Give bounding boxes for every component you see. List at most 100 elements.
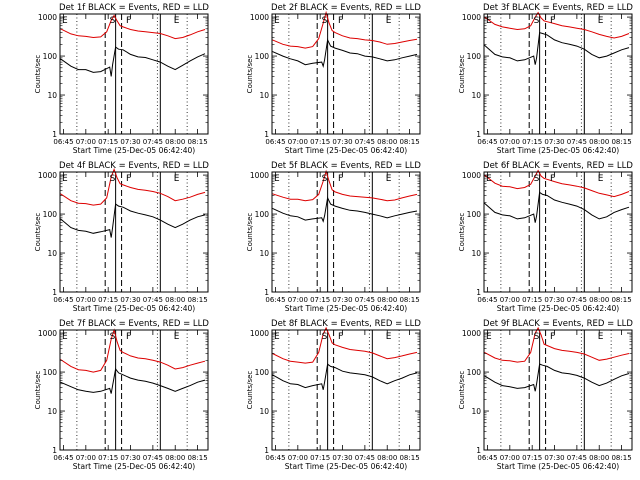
panel-det-9f: Det 9f BLACK = Events, RED = LLD 1 10 100 10… (458, 319, 633, 471)
panel-det-5f: Det 5f BLACK = Events, RED = LLD 1 10 100 10… (246, 161, 421, 313)
y-axis-label: Counts/sec (458, 371, 466, 410)
x-tick-label: 08:15 (611, 296, 631, 304)
marker-f: F (126, 16, 131, 26)
x-tick-label: 06:45 (53, 454, 73, 462)
plot-frame (271, 171, 421, 293)
plot-frame (483, 171, 633, 293)
x-tick-label: 08:00 (377, 296, 397, 304)
panel-det-3f: Det 3f BLACK = Events, RED = LLD 1 10 100 10… (458, 3, 633, 155)
x-axis-label: Start Time (25-Dec-05 06:42:40) (497, 462, 619, 471)
x-tick-label: 07:00 (288, 138, 308, 146)
x-tick-label: 06:45 (477, 296, 497, 304)
x-tick-label: 07:00 (500, 454, 520, 462)
y-tick-label: 100 (255, 52, 270, 61)
y-tick-label: 10 (471, 407, 481, 416)
x-tick-label: 07:45 (567, 296, 587, 304)
y-axis-label: Counts/sec (34, 371, 42, 410)
y-tick-label: 1 (264, 130, 269, 139)
marker-f: F (126, 174, 131, 184)
y-tick-label: 10 (259, 249, 269, 258)
marker-s: S (534, 16, 540, 26)
panel-title: Det 3f BLACK = Events, RED = LLD (483, 3, 633, 13)
marker-f: F (550, 16, 555, 26)
x-tick-label: 07:45 (567, 454, 587, 462)
x-tick-label: 08:00 (377, 454, 397, 462)
y-tick-label: 10 (47, 249, 57, 258)
x-tick-label: 07:45 (143, 296, 163, 304)
y-tick-label: 1000 (250, 171, 269, 180)
y-axis-label: Counts/sec (34, 55, 42, 94)
y-tick-label: 10 (471, 91, 481, 100)
marker-e: E (486, 332, 492, 342)
x-tick-label: 07:45 (355, 138, 375, 146)
x-axis-label: Start Time (25-Dec-05 06:42:40) (73, 462, 195, 471)
x-tick-label: 08:15 (611, 138, 631, 146)
events-series-line (60, 46, 206, 77)
y-tick-label: 1 (264, 446, 269, 455)
x-tick-label: 08:15 (399, 138, 419, 146)
marker-e: E (174, 174, 180, 184)
x-tick-label: 07:30 (332, 454, 352, 462)
lld-series-line (272, 326, 418, 364)
marker-e: E (386, 174, 392, 184)
marker-e: E (386, 332, 392, 342)
y-tick-label: 1000 (38, 13, 57, 22)
x-axis-label: Start Time (25-Dec-05 06:42:40) (497, 304, 619, 313)
x-tick-label: 07:15 (98, 296, 118, 304)
x-tick-label: 06:45 (477, 454, 497, 462)
events-series-line (484, 363, 630, 392)
y-tick-label: 1000 (250, 13, 269, 22)
marker-e: E (486, 174, 492, 184)
y-tick-label: 1 (264, 288, 269, 297)
events-series-line (484, 191, 630, 223)
x-tick-label: 07:15 (310, 138, 330, 146)
x-tick-label: 07:30 (332, 138, 352, 146)
marker-s: S (534, 174, 540, 184)
x-tick-label: 07:30 (120, 454, 140, 462)
y-tick-label: 1000 (462, 13, 481, 22)
x-tick-label: 07:30 (120, 296, 140, 304)
x-tick-label: 08:00 (165, 454, 185, 462)
lld-series-line (272, 10, 418, 49)
y-axis-label: Counts/sec (458, 55, 466, 94)
x-axis-label: Start Time (25-Dec-05 06:42:40) (497, 146, 619, 155)
y-tick-label: 100 (255, 368, 270, 377)
marker-s: S (110, 16, 116, 26)
panel-title: Det 8f BLACK = Events, RED = LLD (271, 319, 421, 329)
panel-det-8f: Det 8f BLACK = Events, RED = LLD 1 10 100 10… (246, 319, 421, 471)
marker-e: E (174, 16, 180, 26)
y-tick-label: 10 (47, 91, 57, 100)
x-tick-label: 08:00 (589, 296, 609, 304)
x-tick-label: 06:45 (265, 454, 285, 462)
x-tick-label: 08:15 (399, 454, 419, 462)
y-tick-label: 10 (471, 249, 481, 258)
x-tick-label: 07:15 (522, 454, 542, 462)
panel-det-6f: Det 6f BLACK = Events, RED = LLD 1 10 100 10… (458, 161, 633, 313)
y-tick-label: 100 (255, 210, 270, 219)
x-tick-label: 07:30 (120, 138, 140, 146)
marker-s: S (322, 16, 328, 26)
marker-f: F (126, 332, 131, 342)
lld-series-line (60, 167, 206, 206)
x-tick-label: 06:45 (265, 138, 285, 146)
marker-s: S (322, 174, 328, 184)
y-tick-label: 1 (52, 130, 57, 139)
panel-det-7f: Det 7f BLACK = Events, RED = LLD 1 10 100 10… (34, 319, 209, 471)
y-axis-label: Counts/sec (246, 371, 254, 410)
y-tick-label: 100 (43, 210, 58, 219)
x-axis-label: Start Time (25-Dec-05 06:42:40) (285, 146, 407, 155)
x-tick-label: 07:00 (500, 296, 520, 304)
x-axis-label: Start Time (25-Dec-05 06:42:40) (73, 146, 195, 155)
x-tick-label: 08:15 (187, 138, 207, 146)
events-series-line (60, 203, 206, 238)
x-tick-label: 07:45 (355, 296, 375, 304)
y-tick-label: 1000 (38, 329, 57, 338)
events-series-line (484, 31, 630, 65)
y-tick-label: 1000 (462, 171, 481, 180)
x-tick-label: 07:30 (544, 454, 564, 462)
marker-e: E (174, 332, 180, 342)
x-tick-label: 07:15 (98, 454, 118, 462)
x-tick-label: 06:45 (477, 138, 497, 146)
marker-e: E (62, 174, 68, 184)
